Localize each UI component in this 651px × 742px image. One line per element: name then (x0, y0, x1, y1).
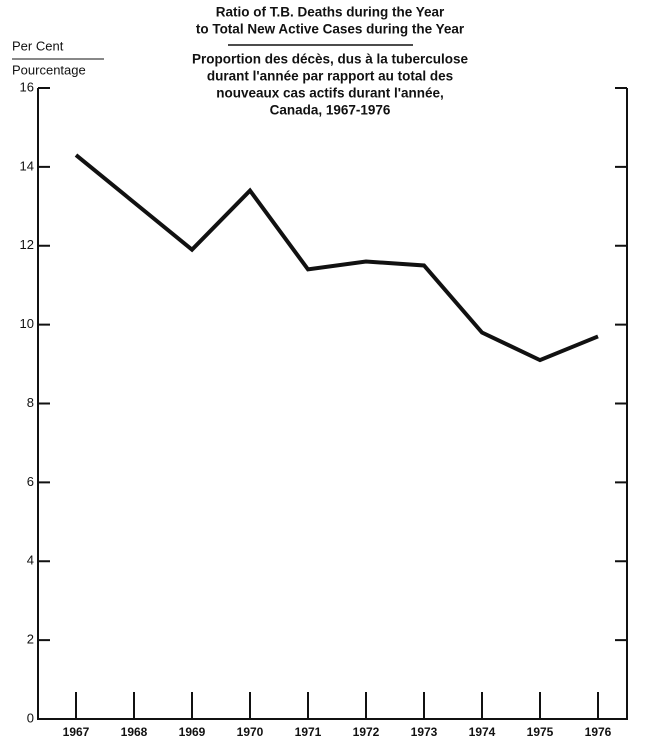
chart-subtitle: durant l'année par rapport au total des (207, 69, 453, 84)
x-tick-label: 1967 (63, 725, 90, 739)
y-tick-label: 6 (27, 474, 34, 489)
data-line (74, 153, 599, 363)
y-axis-label: Per Cent (12, 38, 64, 53)
x-tick-label: 1973 (411, 725, 438, 739)
x-tick-label: 1968 (121, 725, 148, 739)
chart-subtitle: Proportion des décès, dus à la tuberculo… (192, 52, 469, 67)
y-tick-label: 14 (20, 158, 34, 173)
x-tick-label: 1972 (353, 725, 380, 739)
y-tick-label: 0 (27, 710, 34, 725)
y-tick-label: 10 (20, 316, 34, 331)
x-tick-label: 1976 (585, 725, 612, 739)
y-tick-label: 4 (27, 553, 34, 568)
y-tick-label: 12 (20, 237, 34, 252)
x-tick-label: 1970 (237, 725, 264, 739)
y-tick-label: 8 (27, 395, 34, 410)
y-tick-label: 16 (20, 79, 34, 94)
x-tick-label: 1974 (469, 725, 496, 739)
x-tick-label: 1971 (295, 725, 322, 739)
chart-title: to Total New Active Cases during the Yea… (196, 22, 465, 37)
chart-title: Ratio of T.B. Deaths during the Year (216, 5, 445, 20)
chart-subtitle: Canada, 1967-1976 (270, 103, 391, 118)
x-tick-label: 1969 (179, 725, 206, 739)
x-tick-label: 1975 (527, 725, 554, 739)
chart-subtitle: nouveaux cas actifs durant l'année, (216, 86, 444, 101)
y-tick-label: 2 (27, 632, 34, 647)
y-axis-label: Pourcentage (12, 62, 86, 77)
